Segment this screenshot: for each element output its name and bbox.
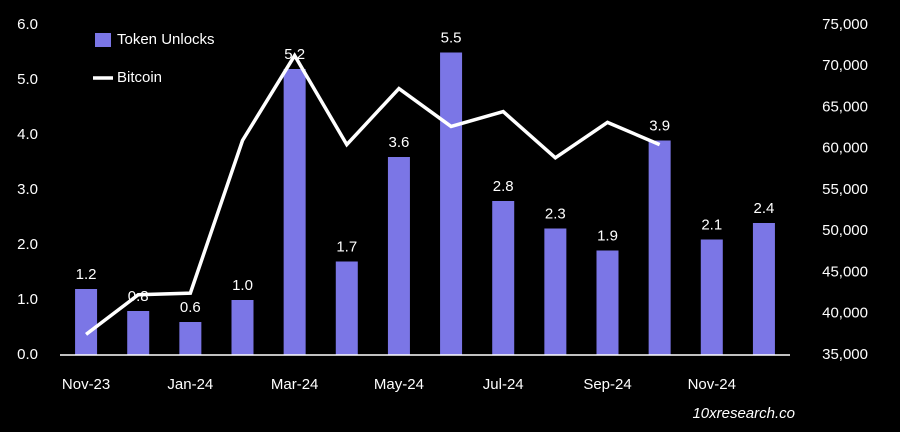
bar (179, 322, 202, 355)
y-tick-label: 5.0 (17, 71, 38, 88)
y2-tick-label: 55,000 (822, 181, 868, 198)
bar (75, 289, 98, 355)
y-tick-label: 0.0 (17, 346, 38, 363)
bar (231, 300, 254, 355)
y-tick-label: 1.0 (17, 291, 38, 308)
y2-tick-label: 40,000 (822, 305, 868, 322)
y-tick-label: 3.0 (17, 181, 38, 198)
x-tick-label: Mar-24 (271, 376, 319, 393)
x-tick-label: Jan-24 (167, 376, 213, 393)
bar (127, 311, 150, 355)
x-tick-label: Nov-23 (62, 376, 110, 393)
data-label: 0.6 (180, 299, 201, 316)
data-label: 1.2 (76, 266, 97, 283)
bar (596, 250, 619, 355)
data-label: 1.0 (232, 277, 253, 294)
y2-tick-label: 70,000 (822, 57, 868, 74)
x-tick-label: Sep-24 (583, 376, 631, 393)
y2-tick-label: 45,000 (822, 263, 868, 280)
data-label: 2.1 (701, 216, 722, 233)
x-tick-label: Jul-24 (483, 376, 524, 393)
bar (648, 140, 671, 355)
y2-tick-label: 60,000 (822, 140, 868, 157)
legend-label: Token Unlocks (117, 31, 215, 48)
legend-swatch (95, 33, 111, 47)
data-label: 5.5 (441, 29, 462, 46)
bar (335, 261, 358, 355)
bar (387, 157, 410, 355)
bar (544, 228, 567, 355)
bar (700, 239, 723, 355)
line (85, 52, 661, 336)
y2-tick-label: 75,000 (822, 16, 868, 33)
y-tick-label: 6.0 (17, 16, 38, 33)
bar (492, 201, 515, 355)
data-label: 2.3 (545, 205, 566, 222)
x-tick-label: Nov-24 (688, 376, 736, 393)
watermark: 10xresearch.co (692, 405, 795, 422)
y2-tick-label: 35,000 (822, 346, 868, 363)
data-label: 3.9 (649, 117, 670, 134)
legend-label: Bitcoin (117, 69, 162, 86)
x-tick-label: May-24 (374, 376, 424, 393)
bar (283, 69, 306, 355)
bar (752, 223, 775, 355)
y-tick-label: 2.0 (17, 236, 38, 253)
data-label: 2.4 (753, 200, 774, 217)
data-label: 1.7 (336, 238, 357, 255)
data-label: 1.9 (597, 227, 618, 244)
y2-tick-label: 65,000 (822, 98, 868, 115)
data-label: 3.6 (388, 134, 409, 151)
y2-tick-label: 50,000 (822, 222, 868, 239)
y-tick-label: 4.0 (17, 126, 38, 143)
bar (440, 52, 463, 355)
data-label: 2.8 (493, 178, 514, 195)
